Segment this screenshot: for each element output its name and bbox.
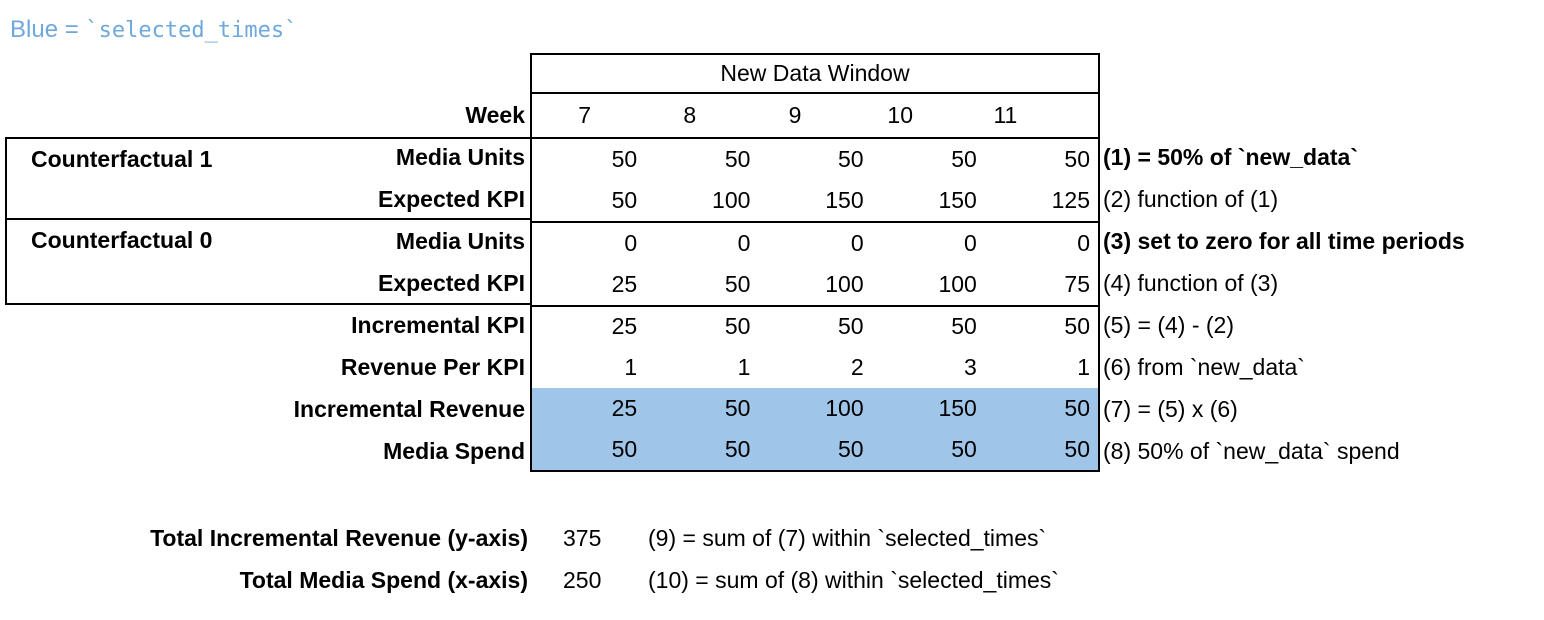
legend-caption-prefix: Blue = — [10, 16, 86, 43]
data-cell: 50 — [724, 270, 751, 297]
data-cell: 50 — [951, 436, 977, 463]
data-cell: 100 — [938, 270, 977, 297]
data-cell: 1 — [1077, 354, 1091, 381]
row-annotation: (3) set to zero for all time periods — [1103, 228, 1465, 255]
data-cell: 50 — [1064, 145, 1091, 172]
counterfactual-0-box: Counterfactual 0 — [5, 220, 530, 305]
annotations-column: (1) = 50% of `new_data` (2) function of (… — [1103, 137, 1543, 472]
data-cell: 0 — [964, 229, 977, 256]
data-cell: 25 — [611, 270, 638, 297]
row-annotation: (7) = (5) x (6) — [1103, 395, 1238, 422]
total-incremental-revenue-value: 375 — [563, 524, 602, 551]
row-annotation: (5) = (4) - (2) — [1103, 311, 1234, 338]
row-label: Expected KPI — [378, 186, 525, 213]
table-row: 25 50 100 150 50 — [532, 388, 1098, 430]
total-media-spend-row: Total Media Spend (x-axis) 250 (10) = su… — [0, 559, 1544, 601]
data-cell: 0 — [850, 229, 864, 256]
data-cell: 0 — [737, 229, 751, 256]
data-cell: 125 — [1051, 186, 1091, 213]
data-cell: 50 — [951, 145, 977, 172]
data-cell: 100 — [825, 395, 864, 422]
row-label: Incremental Revenue — [293, 395, 525, 422]
row-label: Expected KPI — [378, 270, 525, 297]
data-cell: 50 — [724, 145, 751, 172]
data-cell: 50 — [724, 313, 751, 340]
data-cell: 50 — [838, 436, 864, 463]
table-row: 25 50 100 100 75 — [532, 264, 1098, 307]
row-label: Media Units — [395, 228, 525, 255]
week-cell: 11 — [993, 102, 1018, 128]
row-label: Media Spend — [383, 437, 525, 464]
week-cell: 7 — [578, 102, 591, 128]
week-cell: 9 — [788, 102, 802, 128]
data-cell: 150 — [938, 395, 977, 422]
data-cell: 150 — [938, 186, 977, 213]
table-row: 50 100 150 150 125 — [532, 180, 1098, 223]
table-row: 0 0 0 0 0 — [532, 223, 1098, 264]
total-media-spend-value: 250 — [563, 566, 602, 593]
data-cell: 50 — [611, 145, 638, 172]
data-cell: 3 — [964, 354, 977, 381]
data-cell: 75 — [1064, 270, 1091, 297]
data-cell: 100 — [712, 186, 751, 213]
legend-caption: Blue = `selected_times` — [10, 16, 297, 44]
data-cell: 100 — [825, 270, 864, 297]
data-cell: 150 — [825, 186, 864, 213]
counterfactual-0-label: Counterfactual 0 — [31, 227, 213, 253]
data-cell: 0 — [1077, 229, 1091, 256]
total-incremental-revenue-note: (9) = sum of (7) within `selected_times` — [648, 524, 1047, 551]
total-incremental-revenue-row: Total Incremental Revenue (y-axis) 375 (… — [0, 517, 1544, 559]
row-annotation: (1) = 50% of `new_data` — [1103, 144, 1358, 171]
row-annotation: (2) function of (1) — [1103, 186, 1279, 213]
table-row: 50 50 50 50 50 — [532, 429, 1098, 470]
week-cell: 8 — [683, 102, 697, 128]
data-cell: 50 — [724, 436, 751, 463]
total-media-spend-label: Total Media Spend (x-axis) — [239, 566, 528, 593]
row-annotation: (8) 50% of `new_data` spend — [1103, 437, 1400, 464]
total-media-spend-note: (10) = sum of (8) within `selected_times… — [648, 566, 1059, 593]
data-cell: 25 — [611, 395, 638, 422]
data-cell: 50 — [951, 313, 977, 340]
data-cell: 50 — [838, 313, 864, 340]
row-annotation: (4) function of (3) — [1103, 270, 1279, 297]
week-row-label: Week — [465, 102, 525, 128]
week-cell: 10 — [887, 102, 913, 128]
data-grid: 50 50 50 50 50 50 100 150 150 125 0 0 0 0 0 25 50 100 100 7… — [530, 137, 1100, 472]
data-cell: 25 — [611, 313, 638, 340]
table-row: 50 50 50 50 50 — [532, 139, 1098, 180]
counterfactual-1-box: Counterfactual 1 — [5, 137, 530, 220]
row-annotation: (6) from `new_data` — [1103, 353, 1305, 380]
week-row: 7 8 9 10 11 — [530, 94, 1100, 137]
data-cell: 50 — [1064, 436, 1091, 463]
total-incremental-revenue-label: Total Incremental Revenue (y-axis) — [150, 524, 528, 551]
data-cell: 1 — [624, 354, 638, 381]
data-cell: 50 — [611, 186, 638, 213]
data-cell: 50 — [724, 395, 751, 422]
legend-caption-code: `selected_times` — [85, 18, 298, 43]
row-label: Revenue Per KPI — [340, 353, 525, 380]
data-cell: 50 — [838, 145, 864, 172]
row-label: Incremental KPI — [351, 311, 525, 338]
table-row: 25 50 50 50 50 — [532, 307, 1098, 348]
data-cell: 50 — [1064, 313, 1091, 340]
data-cell: 0 — [624, 229, 638, 256]
data-cell: 50 — [1064, 395, 1091, 422]
table-row: 1 1 2 3 1 — [532, 347, 1098, 388]
data-cell: 2 — [850, 354, 864, 381]
data-cell: 50 — [611, 436, 638, 463]
counterfactual-1-label: Counterfactual 1 — [31, 146, 213, 172]
row-labels-column: Media Units Expected KPI Media Units Expect… — [0, 137, 527, 472]
row-label: Media Units — [395, 144, 525, 171]
new-data-window-title: New Data Window — [720, 60, 910, 86]
new-data-window-header: New Data Window — [530, 53, 1100, 94]
data-cell: 1 — [737, 354, 751, 381]
